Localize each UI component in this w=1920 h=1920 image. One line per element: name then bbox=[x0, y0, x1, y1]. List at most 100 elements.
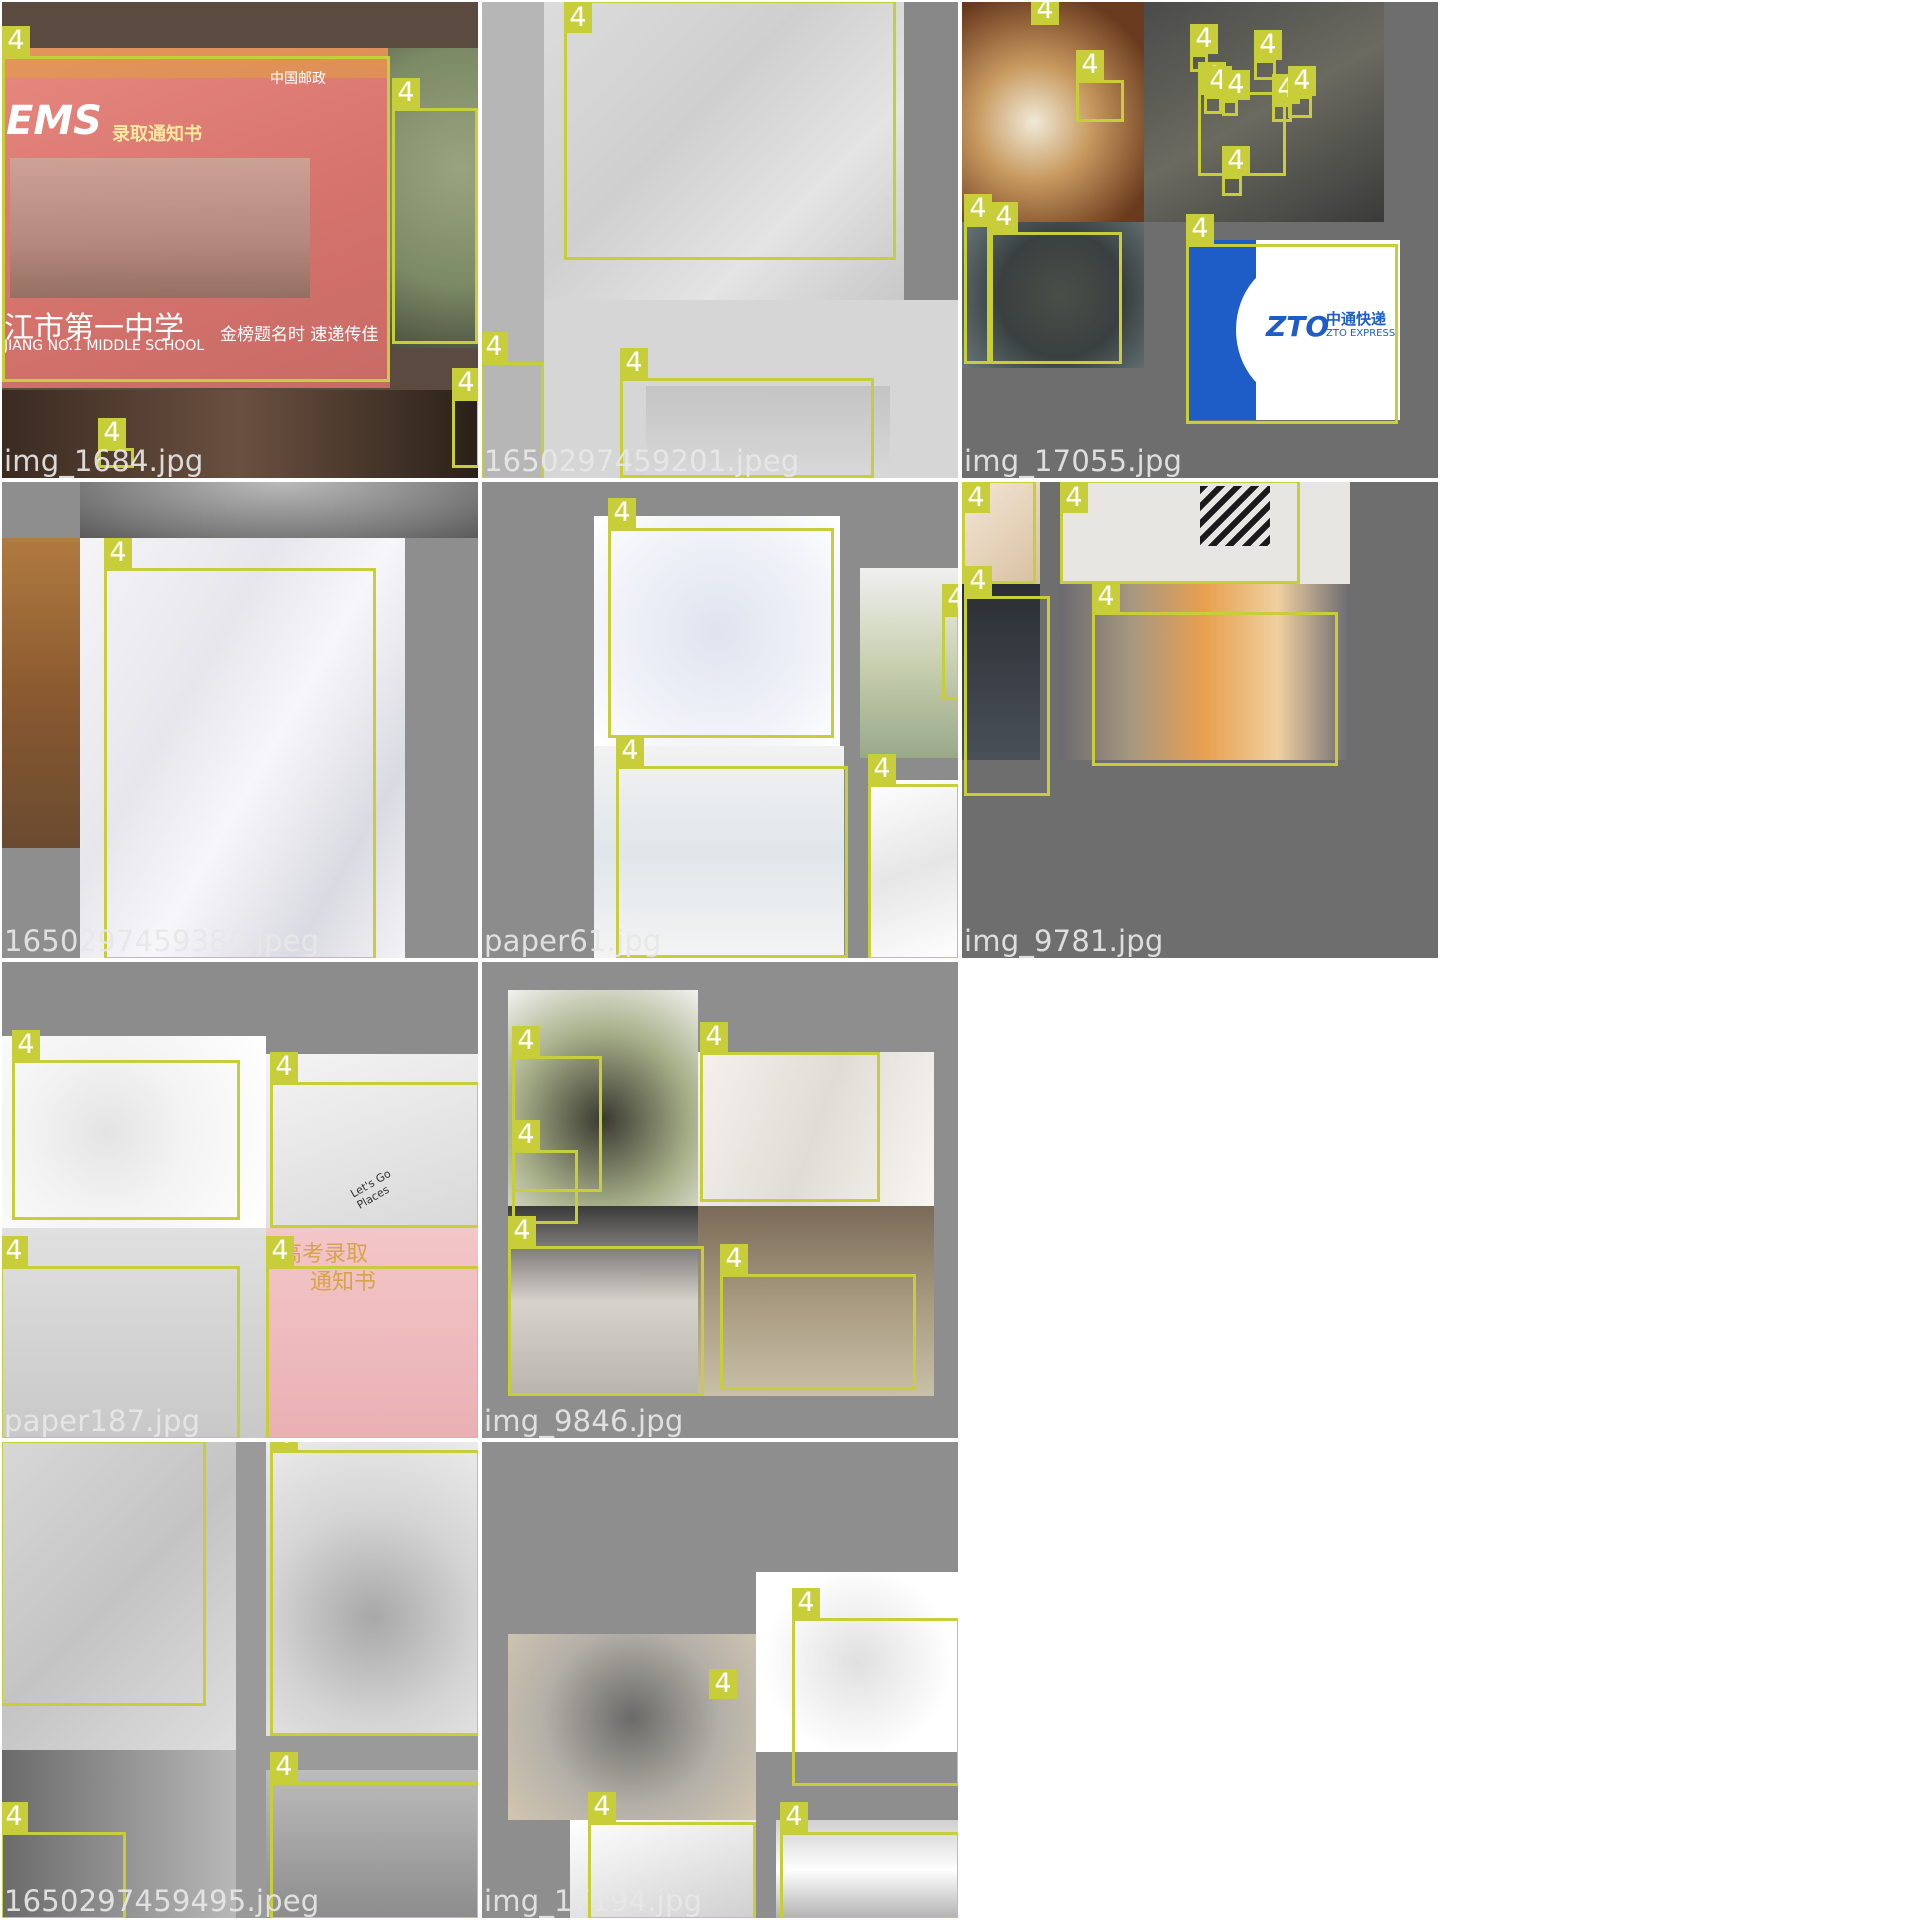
class-label-tag: 4 bbox=[1254, 30, 1282, 60]
class-label-tag: 4 bbox=[868, 754, 896, 784]
class-label-tag: 4 bbox=[588, 1792, 616, 1822]
class-label-tag: 4 bbox=[508, 1216, 536, 1246]
barcode-box-photo bbox=[1060, 480, 1350, 584]
detection-box: 4 bbox=[564, 0, 896, 260]
crumpled-paper-photo bbox=[544, 0, 904, 300]
detection-box: 4 bbox=[98, 418, 134, 468]
class-label-tag: 4 bbox=[1190, 24, 1218, 54]
tile-r2c1: 4 4 4 4 4 img_9846.jpg bbox=[480, 960, 960, 1440]
detection-box: 4 bbox=[780, 1802, 960, 1920]
detection-box: 4 bbox=[452, 368, 480, 468]
creased-paper-photo bbox=[80, 538, 405, 960]
school-name-text: 江市第一中学 bbox=[4, 311, 184, 346]
school-english-text: JIANG NO.1 MIDDLE SCHOOL bbox=[4, 338, 205, 354]
image-filename: paper61.jpg bbox=[484, 924, 662, 958]
steamer-pot-photo bbox=[508, 1634, 756, 1820]
detection-box: 4 bbox=[270, 1052, 480, 1228]
detection-box: 4 bbox=[104, 538, 376, 960]
paper-sheet-photo bbox=[646, 386, 890, 476]
detection-box: 4 bbox=[508, 1216, 704, 1396]
image-filename: paper187.jpg bbox=[4, 1404, 201, 1438]
class-label-tag: 4 bbox=[792, 1588, 820, 1618]
admission-notice-text: 录取通知书 bbox=[112, 124, 202, 145]
tile-r2c0: Let's Go Places 高考录取 通知书 4 4 4 4 paper18… bbox=[0, 960, 480, 1440]
class-label-tag: 4 bbox=[990, 202, 1018, 232]
ems-logo-text: EMS bbox=[6, 98, 102, 144]
image-filename: img_9846.jpg bbox=[484, 1404, 684, 1438]
tile-r0c0: EMS 录取通知书 中国邮政 江市第一中学 JIANG NO.1 MIDDLE … bbox=[0, 0, 480, 480]
tile-r1c0: 4 1650297459386.jpeg bbox=[0, 480, 480, 960]
tile-r0c1: 4 4 4 1650297459201.jpeg bbox=[480, 0, 960, 480]
wrinkled-bag-photo bbox=[266, 1770, 480, 1920]
detection-box: 4 bbox=[942, 584, 960, 700]
image-filename: img_1684.jpg bbox=[4, 444, 204, 478]
gray-backdrop bbox=[480, 0, 544, 480]
school-building-image bbox=[10, 158, 310, 298]
zto-chinese-text: 中通快递 bbox=[1326, 310, 1387, 328]
detection-box: 4 bbox=[1190, 24, 1218, 72]
detection-box: 4 bbox=[964, 566, 1050, 796]
class-label-tag: 4 bbox=[1060, 483, 1088, 513]
detection-box: 4 bbox=[964, 194, 992, 364]
tile-r0c2: ZTO 中通快递 ZTO EXPRESS 4 4 4 4 4 4 4 4 4 4… bbox=[960, 0, 1440, 480]
class-label-tag: 4 bbox=[616, 736, 644, 766]
detection-box: 4 bbox=[720, 1244, 916, 1390]
detection-box: 4 bbox=[2, 26, 390, 382]
class-label-tag: 4 bbox=[0, 1802, 28, 1832]
class-label-tag: 4 bbox=[270, 1440, 298, 1450]
detection-box: 4 bbox=[616, 736, 848, 958]
detection-box: 4 bbox=[512, 1120, 578, 1224]
crumpled-paper-photo bbox=[266, 1440, 480, 1736]
detection-box: 4 bbox=[392, 78, 478, 344]
detection-box: 4 bbox=[792, 1588, 960, 1786]
signage-photo bbox=[960, 584, 1040, 760]
receipt-photo bbox=[0, 1750, 236, 1920]
admission-subtitle-text: 通知书 bbox=[310, 1270, 377, 1295]
class-label-tag: 4 bbox=[964, 566, 992, 596]
detection-box: 4 bbox=[1222, 146, 1250, 196]
class-label-tag: 4 bbox=[962, 483, 990, 513]
crumpled-bag-photo bbox=[508, 1206, 698, 1396]
detection-box: 4 bbox=[990, 202, 1122, 364]
crumpled-ball-photo bbox=[756, 1572, 960, 1752]
dinner-table-photo bbox=[0, 390, 480, 480]
class-label-tag: 4 bbox=[1222, 70, 1250, 100]
class-label-tag: 4 bbox=[512, 1120, 540, 1150]
class-label-tag: 4 bbox=[104, 538, 132, 568]
zto-logo-text: ZTO bbox=[1266, 310, 1330, 343]
crumpled-ball-photo bbox=[0, 1036, 266, 1228]
detection-box: 4 bbox=[962, 480, 1036, 584]
white-paper-photo bbox=[594, 516, 840, 746]
detection-box: 4 bbox=[608, 498, 834, 738]
zto-english-text: ZTO EXPRESS bbox=[1326, 328, 1396, 339]
restaurant-table-photo bbox=[960, 0, 1144, 222]
detection-mosaic: EMS 录取通知书 中国邮政 江市第一中学 JIANG NO.1 MIDDLE … bbox=[0, 0, 1440, 1920]
class-label-tag: 4 bbox=[1186, 214, 1214, 244]
tile-r1c1: 4 4 4 4 paper61.jpg bbox=[480, 480, 960, 960]
detection-box: 4 bbox=[620, 348, 874, 478]
folded-paper-photo bbox=[0, 1228, 266, 1440]
table-with-plates-photo bbox=[0, 538, 80, 848]
class-label-tag: 4 bbox=[0, 1236, 28, 1266]
class-label-tag: 4 bbox=[780, 1802, 808, 1832]
class-label-tag: 4 bbox=[942, 584, 960, 614]
tile-r3c0: 4 4 4 4 1650297459495.jpeg bbox=[0, 1440, 480, 1920]
class-label-tag: 4 bbox=[564, 3, 592, 33]
tile-r1c2: 4 4 4 4 img_9781.jpg bbox=[960, 480, 1440, 960]
detection-box: 4 bbox=[1060, 480, 1300, 584]
detection-box: 4 bbox=[1222, 70, 1250, 116]
class-label-tag: 4 bbox=[964, 194, 992, 224]
courier-label-photo: ZTO 中通快递 ZTO EXPRESS bbox=[1186, 240, 1400, 420]
paper-sheet-photo bbox=[570, 1820, 756, 1920]
wrinkled-sheet-photo bbox=[0, 1440, 236, 1750]
admission-letter-photo: 高考录取 通知书 bbox=[266, 1228, 480, 1440]
class-label-tag: 4 bbox=[720, 1244, 748, 1274]
express-envelope-photo: EMS 录取通知书 中国邮政 江市第一中学 JIANG NO.1 MIDDLE … bbox=[0, 48, 390, 388]
class-label-tag: 4 bbox=[1222, 146, 1250, 176]
class-label-tag: 4 bbox=[1076, 50, 1104, 80]
detection-box: 4 bbox=[1186, 214, 1398, 424]
poster-sheet-photo bbox=[594, 746, 844, 960]
white-wrap-photo bbox=[776, 1820, 960, 1920]
admission-title-text: 高考录取 bbox=[280, 1242, 369, 1267]
class-label-tag: 4 bbox=[1288, 66, 1316, 96]
